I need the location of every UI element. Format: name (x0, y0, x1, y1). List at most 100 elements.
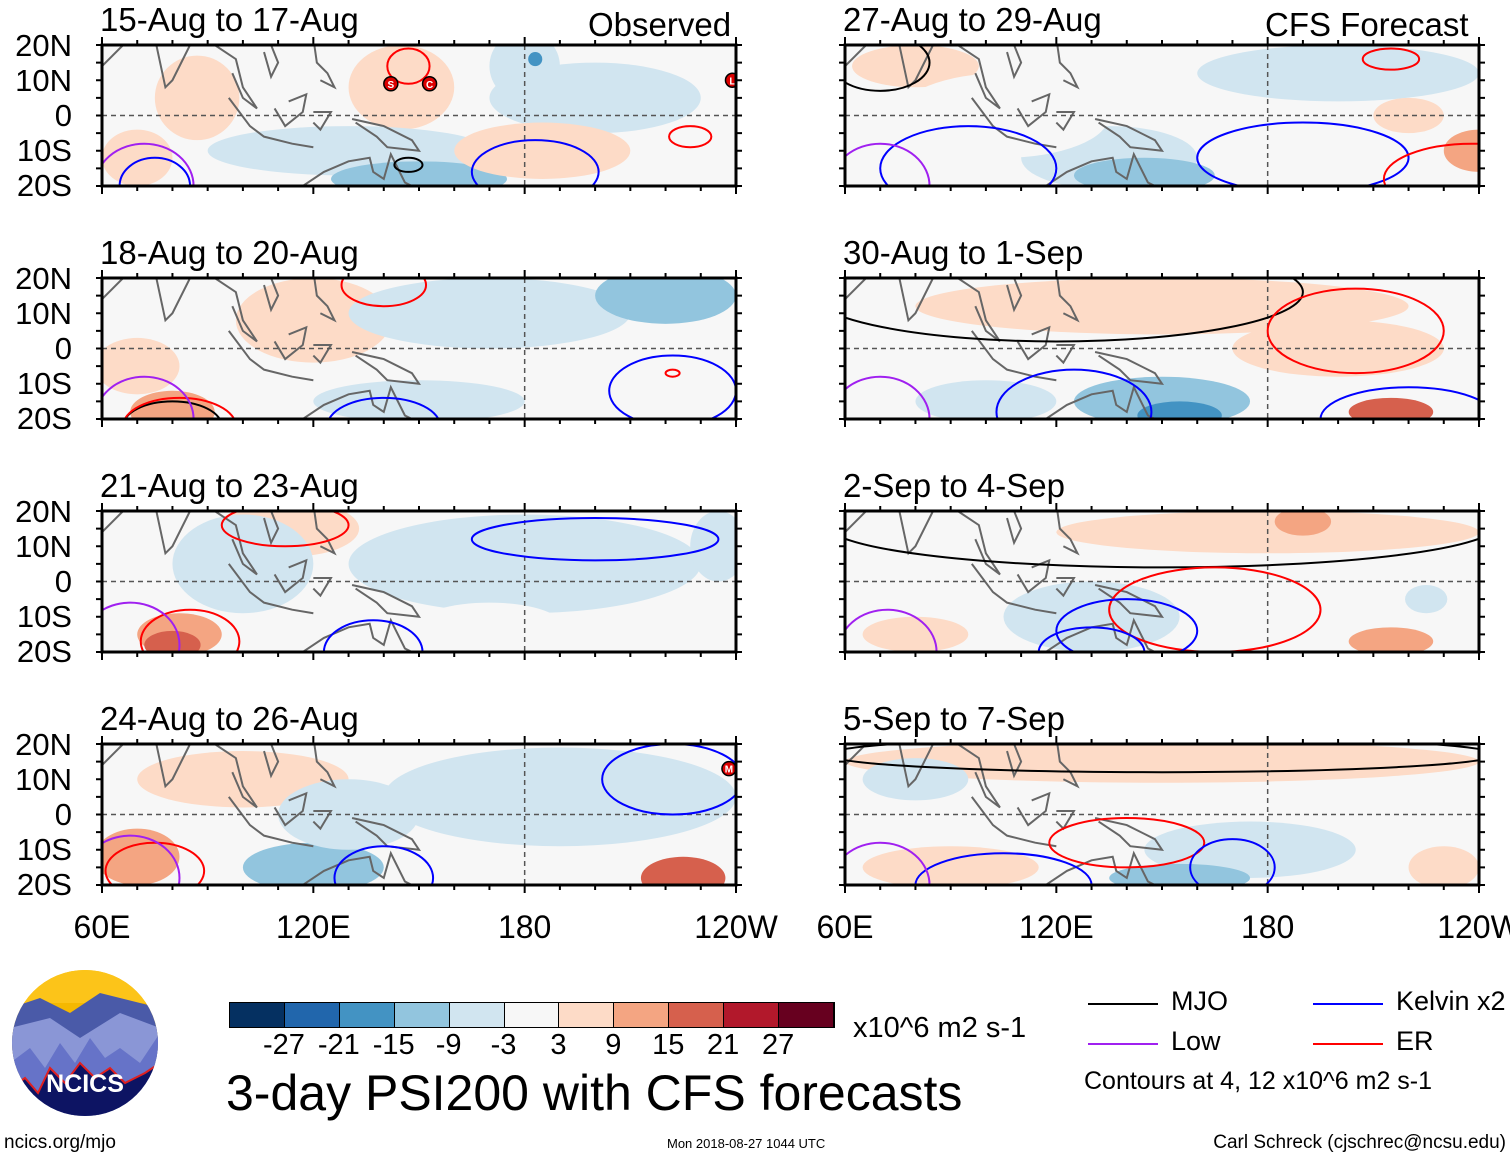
coastline (227, 563, 314, 615)
colorbar (229, 1002, 835, 1028)
colorbar-tick-label: -27 (262, 1029, 305, 1061)
kelvin-contour (914, 852, 1093, 885)
lat-label: 20N (15, 727, 72, 762)
lat-label: 10N (15, 762, 72, 797)
lat-label: 10N (15, 63, 72, 98)
anomaly-shading (1137, 401, 1222, 419)
kelvin-contour (1319, 386, 1479, 419)
mjo-contour (845, 45, 931, 92)
lon-label: 180 (1240, 909, 1295, 945)
coastline (263, 511, 280, 546)
anomaly-shading (154, 55, 240, 141)
map-panel (839, 736, 1485, 893)
map-panel: M (96, 736, 742, 893)
coastline (313, 511, 337, 556)
legend-label: ER (1396, 1026, 1434, 1056)
lat-label: 20N (15, 494, 72, 529)
map-panel (96, 503, 742, 660)
coastline (155, 278, 193, 323)
coastline (312, 343, 333, 365)
legend-line (1313, 1043, 1383, 1045)
coastline (351, 351, 422, 385)
coastline (957, 45, 1001, 110)
colorbar-swatch (559, 1003, 615, 1027)
anomaly-shading (1144, 821, 1356, 878)
lat-label: 20S (16, 634, 72, 669)
storm-icon: M (721, 760, 736, 777)
footer-credit: Carl Schreck (cjschrec@ncsu.edu) (1213, 1132, 1506, 1153)
kelvin-contour (322, 619, 424, 652)
coastline (1055, 110, 1076, 132)
coastline (898, 744, 936, 789)
legend-line (1088, 1043, 1158, 1045)
legend-label: Low (1171, 1026, 1221, 1056)
er-contour (1266, 287, 1445, 375)
lon-label: 120W (1437, 909, 1510, 945)
forecast-header: CFS Forecast (1265, 6, 1469, 43)
lat-label: 10N (15, 529, 72, 564)
coastline (1055, 809, 1076, 831)
colorbar-tick-label: 9 (605, 1029, 622, 1061)
coastline (1094, 817, 1165, 851)
coastline (1056, 45, 1080, 90)
anomaly-shading (640, 856, 726, 885)
panel-title: 21-Aug to 23-Aug (100, 467, 359, 504)
coastline (1043, 617, 1158, 652)
coastline (227, 97, 314, 149)
anomaly-shading (1109, 863, 1251, 885)
colorbar-tick-label: -3 (490, 1029, 517, 1061)
footer-url[interactable]: ncics.org/mjo (4, 1132, 116, 1153)
anomaly-shading (1274, 511, 1332, 536)
coastline (263, 45, 280, 80)
coastline (273, 558, 308, 594)
coastline (1043, 151, 1158, 186)
coastline (1006, 278, 1023, 313)
anomaly-shading (454, 122, 631, 179)
ncics-logo: NCICS (12, 970, 158, 1116)
lon-label: 120E (1018, 909, 1094, 945)
anomaly-shading (419, 602, 560, 645)
lat-label: 10S (16, 366, 72, 401)
kelvin-contour (1189, 838, 1276, 885)
anomaly-shading (595, 278, 736, 324)
legend-label: MJO (1171, 986, 1228, 1016)
coastline (957, 511, 1001, 576)
coastline (1016, 558, 1051, 594)
coastline (102, 744, 124, 766)
coastline (1006, 511, 1023, 546)
coastline (214, 45, 258, 110)
coastline (300, 850, 415, 885)
anomaly-shading (862, 846, 1039, 885)
anomaly-shading (489, 62, 701, 134)
colorbar-units: x10^6 m2 s-1 (853, 1012, 1027, 1044)
anomaly-shading (1408, 846, 1479, 885)
coastline (214, 744, 258, 809)
colorbar-swatch (339, 1003, 395, 1027)
anomaly-shading (1348, 627, 1434, 652)
anomaly-shading (313, 380, 525, 419)
logo-text: NCICS (46, 1070, 124, 1098)
colorbar-swatch (724, 1003, 780, 1027)
coastline (1055, 576, 1076, 598)
lon-label: 120E (275, 909, 351, 945)
panel-title: 2-Sep to 4-Sep (843, 467, 1065, 504)
anomaly-shading (1405, 585, 1448, 614)
colorbar-swatch (284, 1003, 340, 1027)
footer-timestamp: Mon 2018-08-27 1044 UTC (667, 1136, 826, 1151)
low-contour (102, 601, 181, 652)
coastline (1056, 278, 1080, 323)
er-contour (340, 278, 428, 308)
coastline (1094, 118, 1165, 152)
contour-note: Contours at 4, 12 x10^6 m2 s-1 (1084, 1067, 1433, 1095)
panel-title: 24-Aug to 26-Aug (100, 700, 359, 737)
legend-line (1313, 1003, 1383, 1005)
coastline (898, 511, 936, 556)
coastline (1006, 45, 1023, 80)
lon-label: 60E (73, 909, 131, 945)
lat-label: 0 (54, 331, 72, 366)
coastline (313, 45, 337, 90)
coastline (102, 511, 124, 533)
panel-title: 27-Aug to 29-Aug (843, 1, 1102, 38)
map-panel (839, 37, 1485, 194)
